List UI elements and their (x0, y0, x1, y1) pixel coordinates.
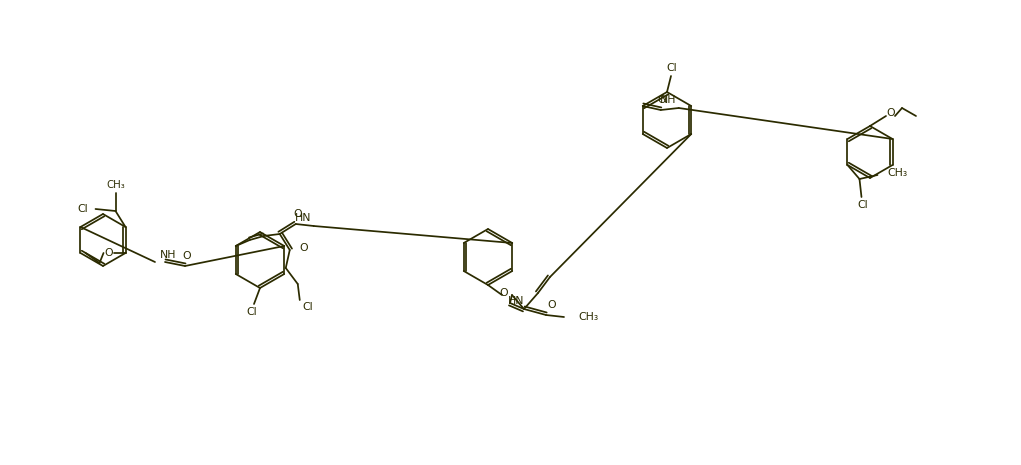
Text: NH: NH (160, 250, 177, 260)
Text: Cl: Cl (247, 307, 257, 317)
Text: Cl: Cl (77, 204, 88, 214)
Text: HN: HN (508, 296, 525, 306)
Text: Cl: Cl (858, 200, 868, 210)
Text: O: O (104, 248, 113, 258)
Text: O: O (183, 251, 191, 261)
Text: HN: HN (295, 213, 311, 223)
Text: CH₃: CH₃ (106, 180, 125, 190)
Text: Cl: Cl (303, 302, 313, 312)
Text: O: O (293, 209, 302, 219)
Text: O: O (499, 288, 508, 298)
Text: O: O (300, 243, 308, 253)
Text: Cl: Cl (667, 63, 677, 73)
Text: O: O (658, 95, 666, 105)
Text: O: O (886, 108, 895, 118)
Text: CH₃: CH₃ (578, 312, 598, 322)
Text: O: O (547, 300, 555, 310)
Text: NH: NH (661, 95, 677, 105)
Text: CH₃: CH₃ (887, 168, 908, 178)
